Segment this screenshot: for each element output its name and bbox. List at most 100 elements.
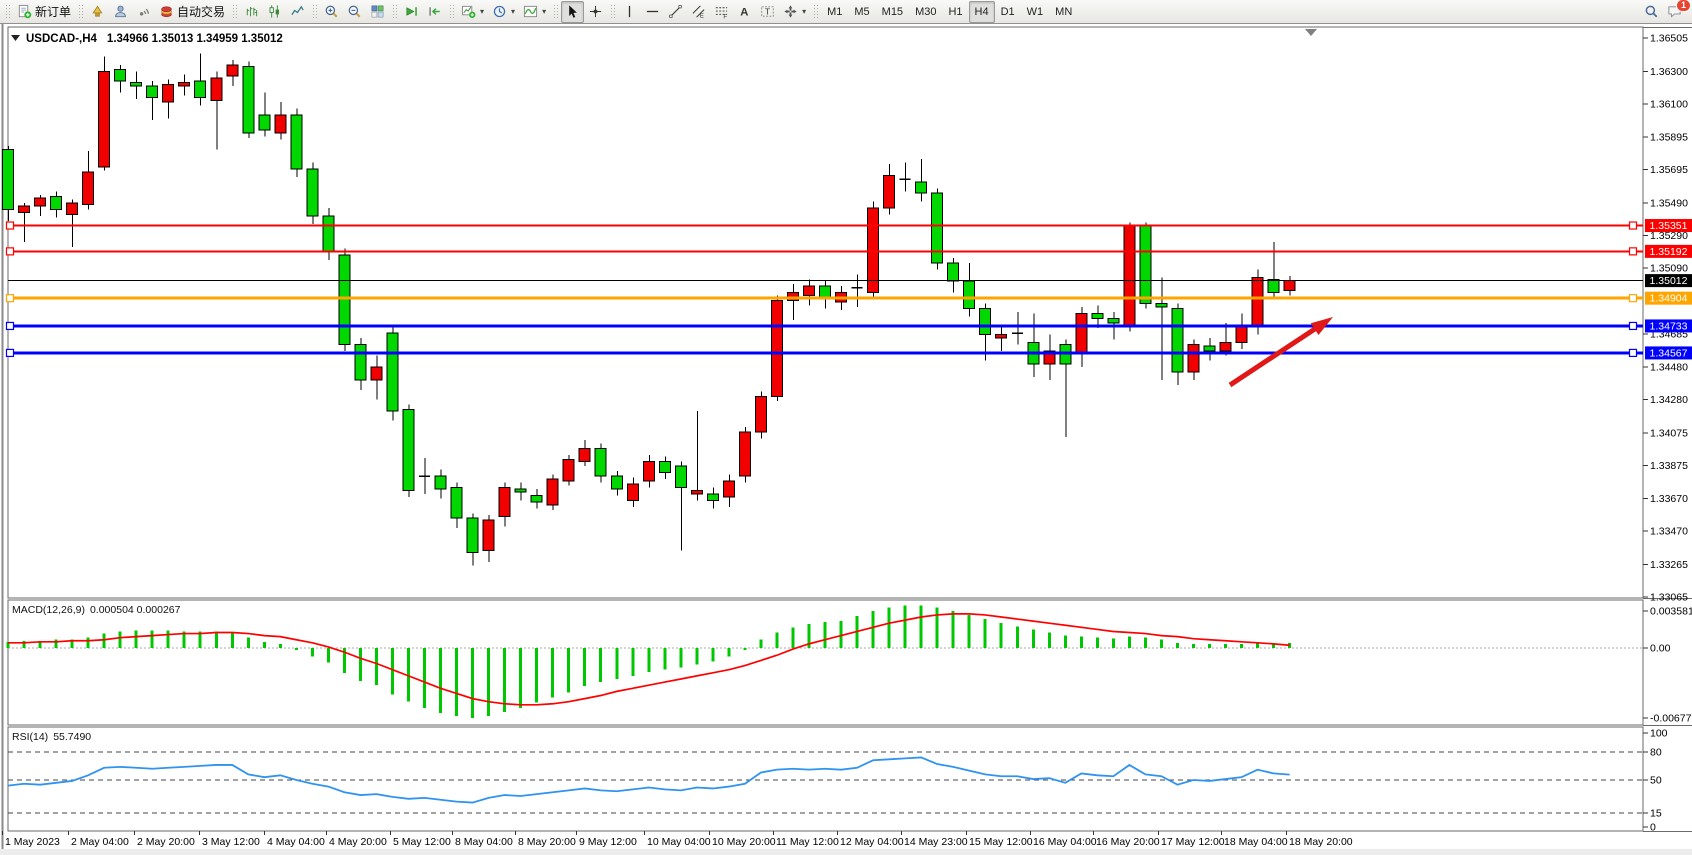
signal-button[interactable] <box>132 1 155 23</box>
equidistant-channel-button[interactable]: E <box>687 1 710 23</box>
svg-text:1.35290: 1.35290 <box>1650 230 1688 242</box>
profile-button[interactable] <box>109 1 132 23</box>
hline-1-34733[interactable] <box>5 321 1644 331</box>
svg-text:1.34480: 1.34480 <box>1650 362 1688 374</box>
line-chart-icon <box>290 4 305 19</box>
chart-list-icon[interactable] <box>11 35 20 41</box>
timeframe-label: M15 <box>881 5 904 18</box>
hline-anchor[interactable] <box>5 348 15 358</box>
line-chart-button[interactable] <box>286 1 309 23</box>
search-icon <box>1644 4 1659 19</box>
svg-text:1.34733: 1.34733 <box>1650 320 1688 332</box>
horizontal-line-button[interactable] <box>641 1 664 23</box>
svg-text:15: 15 <box>1650 807 1662 819</box>
zoom-in-button[interactable] <box>320 1 343 23</box>
svg-text:A: A <box>740 7 748 19</box>
chevron-down-icon[interactable]: ▾ <box>802 7 807 16</box>
svg-text:80: 80 <box>1650 746 1662 758</box>
hline-anchor[interactable] <box>1628 321 1638 331</box>
auto-trading-button[interactable]: 自动交易 <box>155 1 229 23</box>
indicators-button[interactable]: ▾ <box>519 1 550 23</box>
styler-button[interactable] <box>86 1 109 23</box>
zoom-out-icon <box>347 4 362 19</box>
period-button[interactable]: ▾ <box>488 1 519 23</box>
hline-1-34904[interactable] <box>5 294 1644 303</box>
vertical-line-button[interactable] <box>618 1 641 23</box>
timeframe-h4-button[interactable]: H4 <box>968 0 995 23</box>
candlestick-chart-button[interactable] <box>263 1 286 23</box>
arrows-button[interactable]: ▾ <box>779 1 810 23</box>
chevron-down-icon[interactable]: ▾ <box>542 7 547 16</box>
rsi-line <box>7 756 1290 804</box>
svg-text:1.33065: 1.33065 <box>1650 592 1688 604</box>
toolbar-grip <box>449 3 455 20</box>
bar-chart-icon <box>244 4 259 19</box>
price-axis[interactable]: 1.36505 1.36300 1.36100 1.35895 1.35695 1.354… <box>1643 33 1692 604</box>
chevron-down-icon[interactable]: ▾ <box>480 7 485 16</box>
timeframe-m30-button[interactable]: M30 <box>909 1 942 23</box>
svg-text:1.35012: 1.35012 <box>1650 275 1688 287</box>
svg-text:1.33470: 1.33470 <box>1650 526 1688 538</box>
styler-icon <box>90 4 105 19</box>
hline-anchor[interactable] <box>5 321 15 331</box>
svg-text:1.33670: 1.33670 <box>1650 493 1688 505</box>
zoom-out-button[interactable] <box>343 1 366 23</box>
cursor-button[interactable] <box>561 0 585 23</box>
hline-1-35351[interactable] <box>5 221 1644 230</box>
crosshair-button[interactable] <box>584 1 607 23</box>
chart-shift-button[interactable] <box>423 1 446 23</box>
timeframe-h1-button[interactable]: H1 <box>942 1 968 23</box>
svg-text:1.36505: 1.36505 <box>1650 33 1688 45</box>
hline-anchor[interactable] <box>1628 294 1638 303</box>
hline-anchor[interactable] <box>1628 348 1638 358</box>
macd-indicator: 0.003581 0.00 -0.006775 <box>6 606 1692 724</box>
svg-text:1.35695: 1.35695 <box>1650 164 1688 176</box>
tile-windows-icon <box>370 4 385 19</box>
time-axis[interactable]: 1 May 2023 2 May 04:00 2 May 20:00 3 May 12… <box>2 831 1353 848</box>
new-order-button[interactable]: 新订单 <box>13 1 75 23</box>
svg-text:14 May 23:00: 14 May 23:00 <box>904 836 968 848</box>
timeframe-w1-button[interactable]: W1 <box>1021 1 1050 23</box>
search-button[interactable] <box>1640 1 1663 23</box>
macd-label: MACD(12,26,9) 0.000504 0.000267 <box>12 604 181 616</box>
price-badge <box>1645 291 1692 305</box>
auto-scroll-button[interactable] <box>400 1 423 23</box>
timeframe-mn-button[interactable]: MN <box>1049 1 1078 23</box>
timeframe-m15-button[interactable]: M15 <box>876 1 909 23</box>
svg-text:12 May 04:00: 12 May 04:00 <box>840 836 904 848</box>
hline-1-35192[interactable] <box>5 247 1644 256</box>
timeframe-label: MN <box>1055 5 1073 18</box>
timeframe-d1-button[interactable]: D1 <box>995 1 1021 23</box>
tile-windows-button[interactable] <box>366 1 389 23</box>
timeframe-label: D1 <box>1000 5 1015 18</box>
timeframe-m1-button[interactable]: M1 <box>821 1 848 23</box>
price-badge <box>1645 274 1692 288</box>
timeframe-m5-button[interactable]: M5 <box>848 1 875 23</box>
hline-anchor[interactable] <box>1628 221 1638 230</box>
hline-anchor[interactable] <box>5 221 15 230</box>
hline-anchor[interactable] <box>5 294 15 303</box>
fibonacci-button[interactable]: F <box>710 1 733 23</box>
text-label-button[interactable]: T <box>756 1 779 23</box>
price-badge <box>1645 319 1692 333</box>
svg-text:3 May 12:00: 3 May 12:00 <box>202 836 260 848</box>
chat-button[interactable]: 1 <box>1663 0 1691 23</box>
trend-arrow-annotation[interactable] <box>1228 317 1333 388</box>
new-order-label: 新订单 <box>35 5 72 19</box>
chart-shift-marker[interactable] <box>1305 29 1317 36</box>
bar-chart-button[interactable] <box>240 1 263 23</box>
chevron-down-icon[interactable]: ▾ <box>511 7 516 16</box>
text-button[interactable]: A <box>733 1 756 23</box>
hline-anchor[interactable] <box>1628 247 1638 256</box>
chart-shift-icon <box>427 4 442 19</box>
svg-text:0.003581: 0.003581 <box>1650 606 1692 618</box>
hline-anchor[interactable] <box>5 247 15 256</box>
trendline-button[interactable] <box>664 1 687 23</box>
svg-text:1.33265: 1.33265 <box>1650 559 1688 571</box>
hline-1-34567[interactable] <box>5 348 1644 358</box>
timeframe-label: M5 <box>854 5 870 18</box>
new-chart-button[interactable]: ▾ <box>457 1 488 23</box>
trendline-icon <box>668 4 683 19</box>
